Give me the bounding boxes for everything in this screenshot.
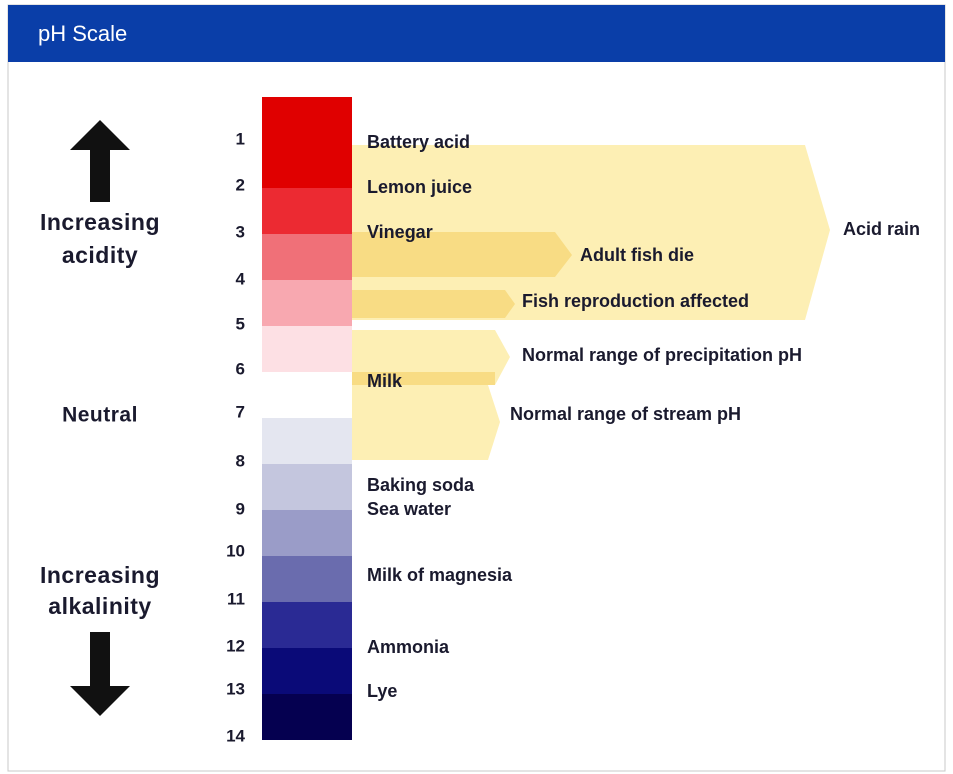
substance-label: Lye	[367, 681, 397, 701]
bar-segment	[262, 510, 352, 556]
side-label: alkalinity	[48, 593, 151, 619]
scale-number: 1	[236, 129, 245, 148]
bar-segment	[262, 418, 352, 464]
side-label: Neutral	[62, 404, 138, 427]
scale-number: 3	[236, 222, 245, 241]
bar-segment	[262, 280, 352, 326]
scale-number: 13	[226, 679, 245, 698]
scale-number: 5	[236, 314, 245, 333]
fish-repro-range	[352, 290, 515, 318]
bar-segment	[262, 602, 352, 648]
scale-number: 2	[236, 175, 245, 194]
scale-number: 12	[226, 636, 245, 655]
bar-segment	[262, 188, 352, 234]
scale-number: 10	[226, 541, 245, 560]
bar-segment	[262, 556, 352, 602]
bar-segment	[262, 464, 352, 510]
milk-band	[352, 372, 495, 385]
color-bar	[262, 97, 352, 740]
substance-label: Milk	[367, 371, 403, 391]
substance-label: Ammonia	[367, 637, 450, 657]
range-label: Fish reproduction affected	[522, 291, 749, 311]
bar-segment	[262, 234, 352, 280]
fish-die-range	[352, 232, 572, 277]
header-title: pH Scale	[38, 21, 127, 46]
side-label: Increasing	[40, 562, 160, 588]
side-label: Increasing	[40, 209, 160, 235]
substance-label: Milk of magnesia	[367, 565, 513, 585]
substance-label: Baking soda	[367, 475, 475, 495]
precip-range	[352, 330, 510, 385]
bar-segment	[262, 648, 352, 694]
bar-segment	[262, 97, 352, 188]
arrow-down	[70, 632, 130, 716]
range-label: Acid rain	[843, 219, 920, 239]
scale-number: 6	[236, 359, 245, 378]
side-label: acidity	[62, 242, 138, 268]
range-label: Normal range of precipitation pH	[522, 345, 802, 365]
scale-number: 11	[227, 589, 245, 608]
substance-label: Sea water	[367, 499, 451, 519]
stream-range	[352, 385, 500, 460]
scale-number: 7	[236, 402, 245, 421]
substance-label: Lemon juice	[367, 177, 472, 197]
scale-number: 4	[236, 269, 246, 288]
header-bar	[8, 5, 945, 62]
substance-label: Battery acid	[367, 132, 470, 152]
scale-number: 14	[226, 726, 245, 745]
bar-segment	[262, 372, 352, 418]
bar-segment	[262, 694, 352, 740]
scale-number: 9	[236, 499, 245, 518]
substance-label: Vinegar	[367, 222, 433, 242]
arrow-up	[70, 120, 130, 202]
bar-segment	[262, 326, 352, 372]
scale-number: 8	[236, 451, 245, 470]
range-label: Adult fish die	[580, 245, 694, 265]
range-label: Normal range of stream pH	[510, 404, 741, 424]
